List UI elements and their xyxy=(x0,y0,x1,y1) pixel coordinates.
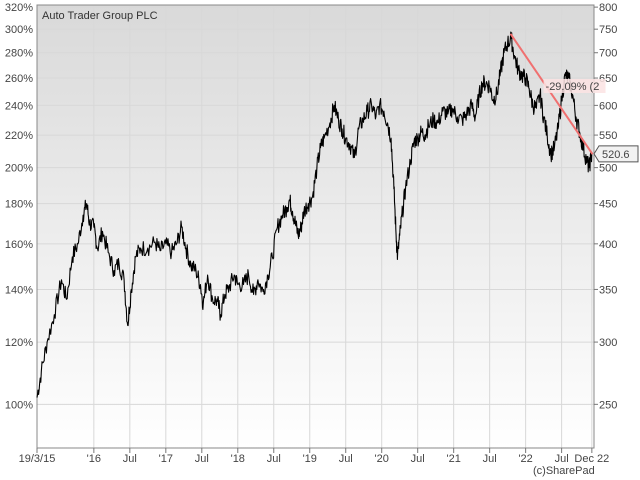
right-axis-tick-label: 350 xyxy=(599,284,617,296)
x-tick-label: '16 xyxy=(87,453,101,465)
last-value-box xyxy=(593,145,639,163)
right-axis-tick-label: 800 xyxy=(599,2,617,14)
left-axis-tick-label: 280% xyxy=(5,48,33,60)
left-axis-tick-label: 240% xyxy=(5,100,33,112)
x-tick-label: Jul xyxy=(195,453,209,465)
right-axis-tick-label: 250 xyxy=(599,399,617,411)
left-axis-tick-label: 300% xyxy=(5,24,33,36)
x-tick-label: Jul xyxy=(339,453,353,465)
x-tick-label: '17 xyxy=(159,453,173,465)
left-axis-tick-label: 160% xyxy=(5,239,33,251)
plot-area xyxy=(37,5,594,448)
x-tick-label: Jul xyxy=(123,453,137,465)
left-axis-tick-label: 260% xyxy=(5,73,33,85)
right-axis-tick-label: 400 xyxy=(599,239,617,251)
x-tick-label: '18 xyxy=(231,453,245,465)
right-axis-tick-label: 750 xyxy=(599,24,617,36)
plot-frame xyxy=(36,4,595,449)
x-tick-label: '21 xyxy=(446,453,460,465)
x-tick-label: '20 xyxy=(375,453,389,465)
right-axis-tick-label: 300 xyxy=(599,337,617,349)
x-tick-label: '22 xyxy=(518,453,532,465)
left-axis-tick-label: 320% xyxy=(5,2,33,14)
right-axis-tick-label: 450 xyxy=(599,199,617,211)
x-tick-label: Dec 22 xyxy=(574,453,609,465)
right-axis-tick-label: 700 xyxy=(599,48,617,60)
right-axis-tick-label: 600 xyxy=(599,100,617,112)
x-tick-label: 19/3/15 xyxy=(19,453,56,465)
credit-label: (c)SharePad xyxy=(533,465,595,477)
price-series-line xyxy=(36,31,593,398)
x-tick-label: Jul xyxy=(411,453,425,465)
left-axis-tick-label: 220% xyxy=(5,130,33,142)
left-axis-tick-label: 120% xyxy=(5,337,33,349)
trendline-label: -29.09% (2 xyxy=(546,81,600,93)
trendline xyxy=(509,33,594,155)
left-axis-tick-label: 140% xyxy=(5,284,33,296)
left-axis-tick-label: 200% xyxy=(5,163,33,175)
last-value-label: 520.6 xyxy=(602,149,630,161)
right-axis-tick-label: 500 xyxy=(599,163,617,175)
chart-title: Auto Trader Group PLC xyxy=(42,10,158,22)
left-axis-tick-label: 180% xyxy=(5,199,33,211)
right-axis-tick-label: 550 xyxy=(599,130,617,142)
x-tick-label: Jul xyxy=(483,453,497,465)
left-axis-tick-label: 100% xyxy=(5,399,33,411)
x-tick-label: '19 xyxy=(303,453,317,465)
trendline-label-box xyxy=(543,78,606,93)
x-tick-label: Jul xyxy=(555,453,569,465)
x-tick-label: Jul xyxy=(267,453,281,465)
